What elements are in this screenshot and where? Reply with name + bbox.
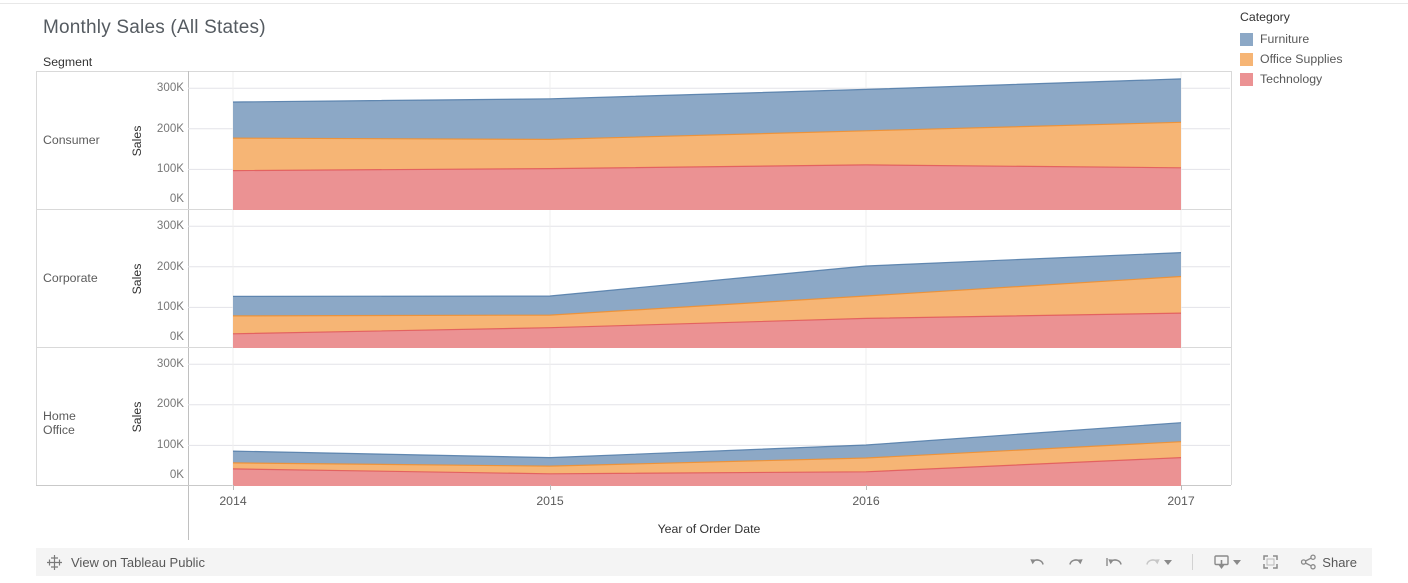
undo-button[interactable] [1024,553,1051,572]
area-technology[interactable] [233,164,1181,210]
x-tick-label: 2017 [1167,494,1195,509]
row-header-consumer[interactable]: Consumer [43,132,100,147]
legend-swatch [1240,72,1253,86]
x-tick-mark [550,485,551,491]
legend-label: Furniture [1260,32,1310,46]
redo-icon [1067,555,1084,570]
row-header-home-office[interactable]: Home Office [43,408,76,437]
refresh-button[interactable] [1139,553,1177,572]
legend-label: Office Supplies [1260,52,1343,66]
area-topline-technology [232,164,1182,172]
download-icon [1213,554,1230,570]
y-tick-label: 0K [169,329,184,343]
area-chart-pane-home-office[interactable] [188,347,1230,486]
view-on-tableau-public-link[interactable]: View on Tableau Public [46,554,205,571]
y-tick-label: 200K [156,121,184,135]
page-top-border [0,3,1408,4]
legend-item-office-supplies[interactable]: Office Supplies [1240,49,1404,69]
x-axis-title: Year of Order Date [657,522,761,537]
view-on-tableau-public-label: View on Tableau Public [71,554,205,570]
download-menu-caret-icon [1233,559,1242,565]
row-header-corporate[interactable]: Corporate [43,270,98,285]
y-tick-label: 0K [169,467,184,481]
legend-swatch [1240,32,1253,46]
area-chart-pane-corporate[interactable] [188,209,1230,348]
y-tick-label: 300K [156,356,184,370]
segment-column-header: Segment [43,55,93,69]
revert-button[interactable] [1100,553,1128,572]
x-tick-mark [866,485,867,491]
tableau-embed-toolbar: View on Tableau Public [36,548,1372,576]
y-tick-label: 100K [156,438,184,451]
y-tick-label: 200K [156,259,184,273]
tableau-logo-icon [46,554,63,571]
refresh-icon [1144,555,1161,570]
area-topline-technology [232,456,1182,474]
y-tick-label: 300K [156,81,184,95]
area-technology[interactable] [233,457,1181,486]
fullscreen-button[interactable] [1257,552,1284,572]
redo-button[interactable] [1062,553,1089,572]
viz-title: Monthly Sales (All States) [43,17,266,38]
x-tick-label: 2014 [219,494,247,509]
area-chart-pane-consumer[interactable] [188,72,1230,210]
area-topline-office-supplies [232,275,1182,317]
x-tick-label: 2016 [852,494,880,509]
download-button[interactable] [1208,552,1246,572]
table-left-border [36,71,37,485]
revert-icon [1105,555,1123,570]
legend-swatch [1240,52,1253,66]
y-tick-label: 300K [156,219,184,232]
area-topline-furniture [232,78,1182,103]
pane-right-border [1231,71,1232,485]
y-tick-label: 0K [169,192,184,205]
legend-item-technology[interactable]: Technology [1240,69,1404,89]
area-topline-technology [232,312,1182,335]
toolbar-divider [1192,554,1194,570]
refresh-menu-caret-icon [1164,559,1173,565]
area-topline-office-supplies [232,121,1182,141]
fullscreen-icon [1262,554,1279,570]
y-tick-label: 200K [156,397,184,411]
undo-icon [1029,555,1046,570]
x-tick-mark [233,485,234,491]
area-topline-office-supplies [232,440,1182,467]
legend-title: Category [1240,10,1290,24]
legend-label: Technology [1260,72,1323,86]
y-tick-label: 100K [156,162,184,176]
category-legend: Category Furniture Office Supplies Technol… [1240,10,1404,89]
share-button-label: Share [1322,554,1357,570]
share-icon [1300,554,1317,570]
area-topline-furniture [232,421,1182,458]
share-button[interactable]: Share [1295,552,1362,572]
legend-item-furniture[interactable]: Furniture [1240,29,1404,49]
x-tick-mark [1181,485,1182,491]
y-axis-line [188,71,189,540]
area-topline-furniture [232,251,1182,297]
x-tick-label: 2015 [536,494,564,509]
y-tick-label: 100K [156,300,184,314]
area-technology[interactable] [233,312,1181,348]
table-top-border [36,71,1231,73]
